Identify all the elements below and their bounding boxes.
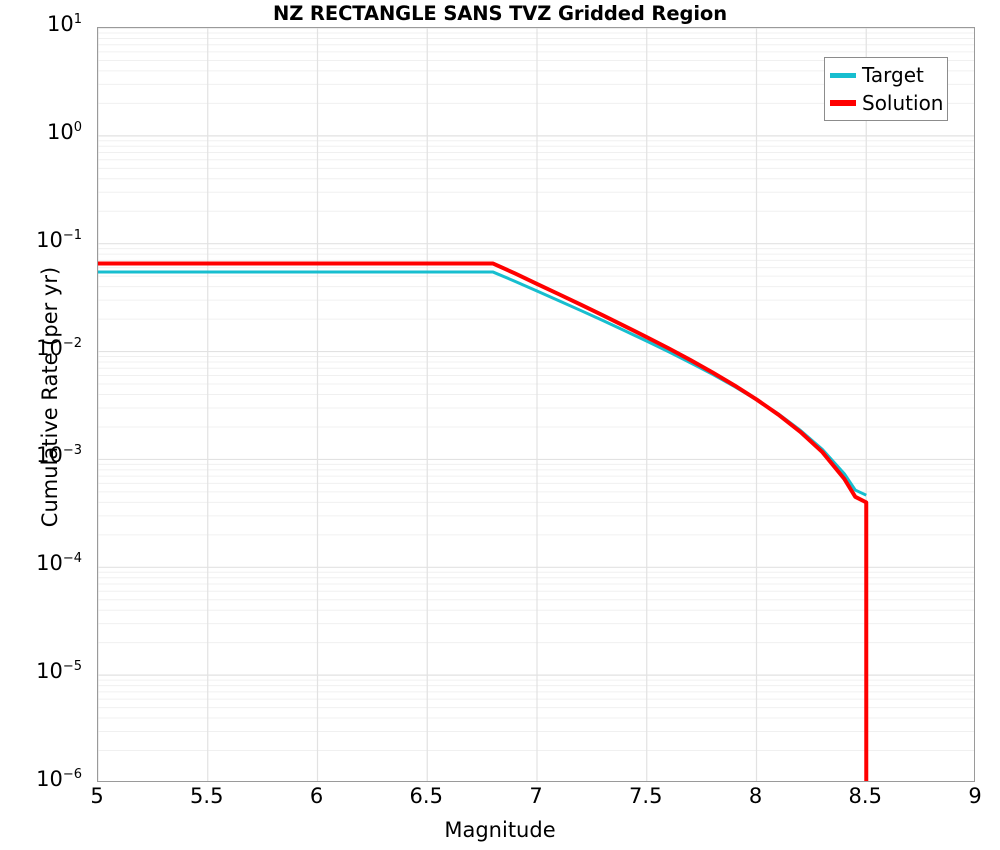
chart-title: NZ RECTANGLE SANS TVZ Gridded Region [272, 2, 727, 25]
x-axis-label: Magnitude [444, 818, 556, 842]
y-axis-label: Cumulative Rate (per yr) [38, 266, 62, 528]
y-tick-label: 10−2 [36, 335, 82, 360]
x-tick-label: 8.5 [848, 784, 882, 808]
y-tick-label: 100 [46, 119, 82, 144]
legend-item-target[interactable]: Target [830, 61, 942, 89]
x-tick-label: 5 [90, 784, 104, 808]
legend-label-solution: Solution [862, 91, 944, 115]
x-tick-label: 6.5 [409, 784, 443, 808]
y-tick-label: 10−6 [36, 767, 82, 791]
y-tick-label: 10−5 [36, 659, 82, 684]
x-tick-label: 7.5 [629, 784, 663, 808]
series-line-solution [98, 261, 869, 781]
chart-legend: Target Solution [824, 57, 948, 121]
plot-canvas [98, 28, 974, 781]
x-tick-label: 9 [968, 784, 982, 808]
y-axis-tick-labels: 101 100 10−1 10−2 10−3 10−4 10−5 10−6 [0, 0, 92, 850]
data-series-layer [98, 261, 869, 781]
y-tick-label: 10−4 [36, 551, 82, 576]
x-tick-label: 8 [748, 784, 763, 808]
x-tick-label: 7 [529, 784, 543, 808]
legend-swatch-target [830, 72, 856, 78]
legend-label-target: Target [862, 63, 924, 87]
x-tick-label: 6 [309, 784, 324, 808]
y-tick-label: 101 [46, 12, 82, 36]
y-tick-label: 10−1 [36, 227, 82, 252]
x-tick-label: 5.5 [190, 784, 224, 808]
y-tick-label: 10−3 [36, 443, 82, 468]
legend-swatch-solution [830, 100, 856, 106]
plot-area [97, 27, 975, 782]
legend-item-solution[interactable]: Solution [830, 89, 944, 117]
